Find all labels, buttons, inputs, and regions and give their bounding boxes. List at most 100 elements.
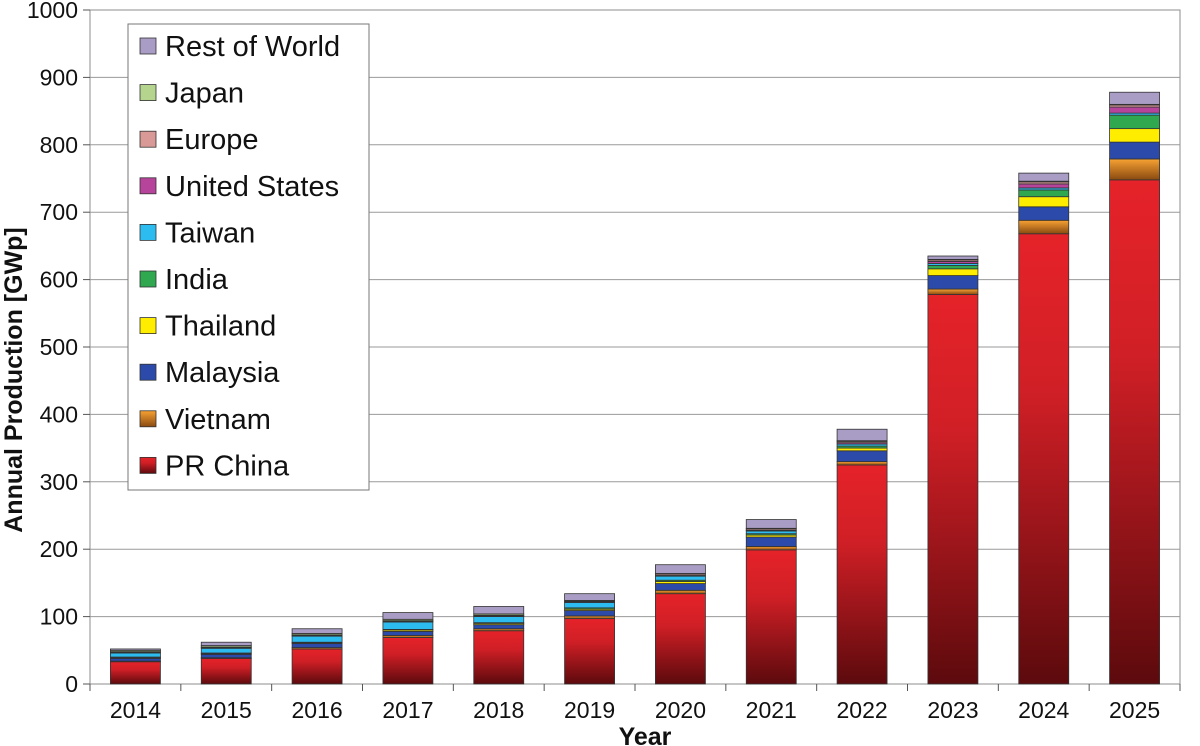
bar-2024-pr-china xyxy=(1018,233,1070,685)
bar-2020-taiwan xyxy=(655,575,706,581)
bar-2024-malaysia xyxy=(1018,206,1070,221)
y-tick-label: 500 xyxy=(40,334,78,360)
bar-2017-taiwan xyxy=(382,621,434,630)
bar-2021-rest-of-world xyxy=(745,519,797,529)
x-tick-label: 2017 xyxy=(382,697,433,723)
bar-2022-malaysia xyxy=(836,450,888,462)
bar-2016-taiwan xyxy=(291,635,343,643)
bar-2016-pr-china xyxy=(291,648,343,685)
x-tick-label: 2014 xyxy=(110,697,161,723)
bar-2019-rest-of-world xyxy=(564,593,615,601)
x-tick-label: 2021 xyxy=(746,697,797,723)
legend-swatch-europe xyxy=(139,130,157,148)
legend-label-pr-china: PR China xyxy=(165,450,290,482)
bar-2019-vietnam xyxy=(564,615,615,620)
bar-2023-vietnam xyxy=(927,288,979,295)
bar-2024-vietnam xyxy=(1018,219,1070,235)
bar-2021-malaysia xyxy=(745,536,797,547)
x-tick-label: 2019 xyxy=(564,697,615,723)
y-tick-label: 900 xyxy=(40,64,78,90)
bar-2022-thailand xyxy=(836,447,888,452)
bar-2020-malaysia xyxy=(655,583,706,591)
legend-label-united-states: United States xyxy=(165,171,339,203)
bar-2014-taiwan xyxy=(110,652,161,658)
bar-2015-rest-of-world xyxy=(200,641,252,646)
bar-2021-taiwan xyxy=(745,530,797,535)
bar-2017-malaysia xyxy=(382,631,434,636)
y-tick-label: 1000 xyxy=(27,0,78,23)
y-tick-label: 0 xyxy=(65,671,78,697)
legend-label-india: India xyxy=(165,264,229,296)
y-tick-label: 400 xyxy=(40,401,78,427)
bar-2018-rest-of-world xyxy=(473,606,525,615)
legend-swatch-india xyxy=(139,270,157,288)
bar-2025-pr-china xyxy=(1109,179,1160,685)
bar-2015-taiwan xyxy=(200,647,252,654)
legend-swatch-thailand xyxy=(139,317,157,335)
legend-label-japan: Japan xyxy=(165,78,244,110)
bar-2019-malaysia xyxy=(564,610,615,617)
x-tick-label: 2020 xyxy=(655,697,706,723)
bar-2025-thailand xyxy=(1109,128,1160,143)
x-tick-label: 2018 xyxy=(473,697,524,723)
legend-swatch-pr-china xyxy=(139,456,157,474)
bar-2014-rest-of-world xyxy=(110,648,161,651)
bar-2020-pr-china xyxy=(655,593,706,685)
x-tick-label: 2015 xyxy=(201,697,252,723)
x-tick-label: 2024 xyxy=(1018,697,1069,723)
x-tick-label: 2025 xyxy=(1109,697,1160,723)
bar-2019-taiwan xyxy=(564,602,615,609)
legend-label-malaysia: Malaysia xyxy=(165,357,280,389)
legend-label-taiwan: Taiwan xyxy=(165,217,255,249)
bar-2024-thailand xyxy=(1018,196,1070,208)
legend-swatch-rest-of-world xyxy=(139,37,157,55)
bar-2017-pr-china xyxy=(382,637,434,685)
legend: Rest of World Japan Europe United States Tai… xyxy=(127,23,370,491)
bar-2022-rest-of-world xyxy=(836,428,888,442)
bar-2021-vietnam xyxy=(745,546,797,551)
bar-2025-united-states xyxy=(1109,106,1160,114)
bar-2025-malaysia xyxy=(1109,141,1160,160)
bar-2015-pr-china xyxy=(200,657,252,685)
bar-2023-malaysia xyxy=(927,275,979,290)
legend-label-vietnam: Vietnam xyxy=(165,404,271,436)
bar-2024-india xyxy=(1018,189,1070,198)
bar-2018-malaysia xyxy=(473,624,525,630)
y-axis-title: Annual Production [GWp] xyxy=(0,227,28,533)
legend-label-rest-of-world: Rest of World xyxy=(165,31,340,63)
y-tick-label: 700 xyxy=(40,199,78,225)
y-tick-label: 800 xyxy=(40,132,78,158)
x-tick-label: 2023 xyxy=(927,697,978,723)
x-tick-label: 2016 xyxy=(291,697,342,723)
y-tick-label: 300 xyxy=(40,469,78,495)
x-tick-label: 2022 xyxy=(836,697,887,723)
axes-layer: 0 100 200 300 400 500 600 700 800 900 1000 2014 2015… xyxy=(27,0,1181,723)
bar-2023-pr-china xyxy=(927,294,979,685)
y-tick-label: 600 xyxy=(40,267,78,293)
bar-2020-vietnam xyxy=(655,589,706,595)
bar-2023-rest-of-world xyxy=(927,255,979,260)
legend-swatch-united-states xyxy=(139,177,157,195)
bar-2016-rest-of-world xyxy=(291,628,343,634)
bar-2025-india xyxy=(1109,114,1160,130)
bar-2016-malaysia xyxy=(291,643,343,649)
bar-2023-india xyxy=(927,265,979,270)
legend-swatch-japan xyxy=(139,84,157,101)
bar-2022-vietnam xyxy=(836,461,888,466)
bar-2021-pr-china xyxy=(745,549,797,685)
bar-2014-malaysia xyxy=(110,657,161,662)
bar-2024-united-states xyxy=(1018,183,1070,189)
y-tick-label: 100 xyxy=(40,604,78,630)
bar-2022-pr-china xyxy=(836,464,888,685)
bar-2019-pr-china xyxy=(564,618,615,685)
bar-2018-taiwan xyxy=(473,616,525,624)
bar-2025-vietnam xyxy=(1109,158,1160,181)
bar-2025-rest-of-world xyxy=(1109,91,1160,105)
legend-label-europe: Europe xyxy=(165,124,259,156)
legend-box xyxy=(127,23,370,491)
legend-swatch-malaysia xyxy=(139,363,157,381)
bar-2023-thailand xyxy=(927,268,979,276)
x-axis-title: Year xyxy=(619,723,672,746)
bar-2017-rest-of-world xyxy=(382,612,434,620)
